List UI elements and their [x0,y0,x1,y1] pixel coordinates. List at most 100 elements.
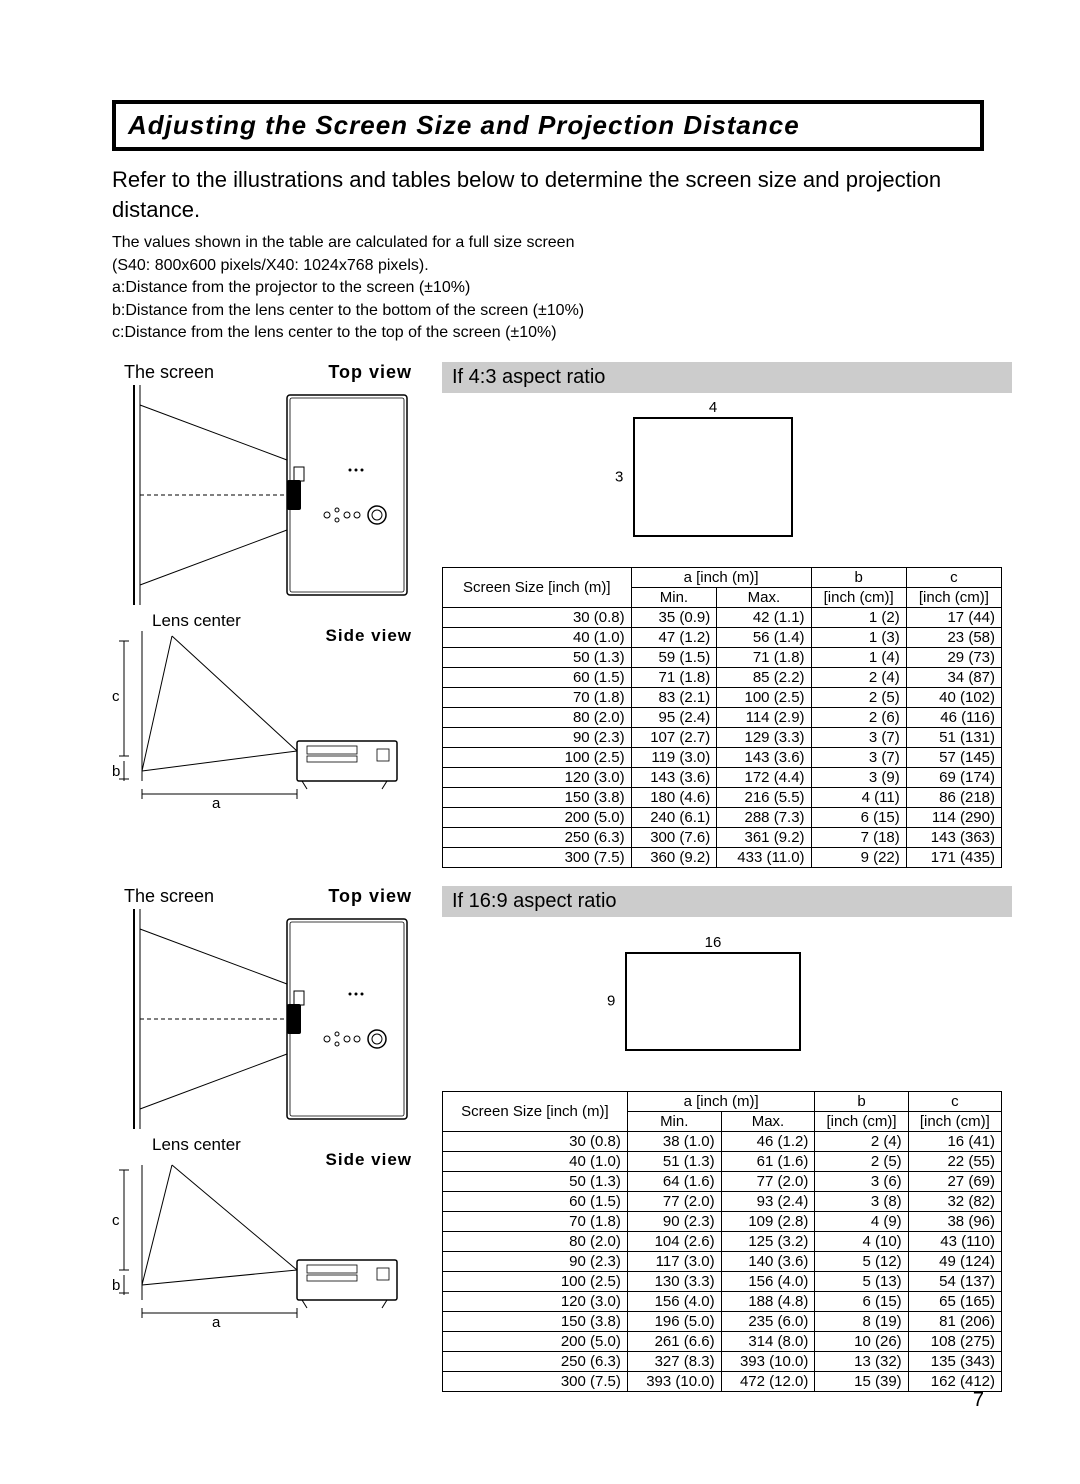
topview-label: Top view [328,362,412,383]
cell: 51 (1.3) [627,1152,721,1172]
cell: 83 (2.1) [631,688,717,708]
cell: 300 (7.5) [443,1372,628,1392]
cell: 100 (2.5) [717,688,811,708]
screen-label: The screen [124,886,214,907]
table-row: 300 (7.5)393 (10.0)472 (12.0)15 (39)162 … [443,1372,1002,1392]
cell: 29 (73) [906,648,1001,668]
table-row: 150 (3.8)196 (5.0)235 (6.0)8 (19)81 (206… [443,1312,1002,1332]
cell: 300 (7.6) [631,828,717,848]
cell: 57 (145) [906,748,1001,768]
cell: 46 (1.2) [721,1132,815,1152]
cell: 42 (1.1) [717,608,811,628]
table-row: 30 (0.8)38 (1.0)46 (1.2)2 (4)16 (41) [443,1132,1002,1152]
cell: 70 (1.8) [443,688,632,708]
cell: 23 (58) [906,628,1001,648]
page-title: Adjusting the Screen Size and Projection… [112,100,984,151]
cell: 472 (12.0) [721,1372,815,1392]
table-row: 80 (2.0)104 (2.6)125 (3.2)4 (10)43 (110) [443,1232,1002,1252]
cell: 2 (4) [811,668,906,688]
table-row: 150 (3.8)180 (4.6)216 (5.5)4 (11)86 (218… [443,788,1002,808]
cell: 1 (4) [811,648,906,668]
diagram-topview-169 [112,909,412,1129]
th-inchcm: [inch (cm)] [811,588,906,608]
table-row: 40 (1.0)51 (1.3)61 (1.6)2 (5)22 (55) [443,1152,1002,1172]
cell: 4 (9) [815,1212,908,1232]
cell: 43 (110) [908,1232,1001,1252]
cell: 50 (1.3) [443,1172,628,1192]
cell: 100 (2.5) [443,748,632,768]
cell: 361 (9.2) [717,828,811,848]
cell: 3 (7) [811,748,906,768]
cell: 1 (3) [811,628,906,648]
cell: 135 (343) [908,1352,1001,1372]
cell: 171 (435) [906,848,1001,868]
table-row: 80 (2.0)95 (2.4)114 (2.9)2 (6)46 (116) [443,708,1002,728]
cell: 70 (1.8) [443,1212,628,1232]
cell: 6 (15) [811,808,906,828]
cell: 143 (3.6) [717,748,811,768]
cell: 7 (18) [811,828,906,848]
cell: 140 (3.6) [721,1252,815,1272]
cell: 143 (363) [906,828,1001,848]
th-a: a [inch (m)] [631,568,811,588]
cell: 4 (11) [811,788,906,808]
cell: 90 (2.3) [443,728,632,748]
cell: 104 (2.6) [627,1232,721,1252]
cell: 71 (1.8) [717,648,811,668]
cell: 216 (5.5) [717,788,811,808]
svg-text:c: c [112,1212,120,1229]
cell: 8 (19) [815,1312,908,1332]
table-43: Screen Size [inch (m)] a [inch (m)] b c … [442,567,1002,868]
cell: 30 (0.8) [443,1132,628,1152]
table-row: 90 (2.3)107 (2.7)129 (3.3)3 (7)51 (131) [443,728,1002,748]
th-min: Min. [631,588,717,608]
cell: 3 (9) [811,768,906,788]
cell: 109 (2.8) [721,1212,815,1232]
table-row: 250 (6.3)327 (8.3)393 (10.0)13 (32)135 (… [443,1352,1002,1372]
cell: 180 (4.6) [631,788,717,808]
cell: 2 (4) [815,1132,908,1152]
cell: 2 (5) [811,688,906,708]
cell: 47 (1.2) [631,628,717,648]
cell: 38 (96) [908,1212,1001,1232]
th-size: Screen Size [inch (m)] [443,568,632,608]
cell: 9 (22) [811,848,906,868]
cell: 38 (1.0) [627,1132,721,1152]
cell: 80 (2.0) [443,708,632,728]
cell: 90 (2.3) [443,1252,628,1272]
cell: 120 (3.0) [443,768,632,788]
cell: 3 (6) [815,1172,908,1192]
svg-text:b: b [112,1277,120,1294]
cell: 13 (32) [815,1352,908,1372]
cell: 35 (0.9) [631,608,717,628]
cell: 69 (174) [906,768,1001,788]
cell: 117 (3.0) [627,1252,721,1272]
cell: 200 (5.0) [443,808,632,828]
ratio43-header: If 4:3 aspect ratio [442,362,1012,393]
cell: 80 (2.0) [443,1232,628,1252]
cell: 54 (137) [908,1272,1001,1292]
cell: 2 (5) [815,1152,908,1172]
cell: 81 (206) [908,1312,1001,1332]
th-size: Screen Size [inch (m)] [443,1092,628,1132]
table-row: 40 (1.0)47 (1.2)56 (1.4)1 (3)23 (58) [443,628,1002,648]
cell: 5 (13) [815,1272,908,1292]
ratio169-header: If 16:9 aspect ratio [442,886,1012,917]
cell: 125 (3.2) [721,1232,815,1252]
cell: 64 (1.6) [627,1172,721,1192]
cell: 30 (0.8) [443,608,632,628]
cell: 360 (9.2) [631,848,717,868]
note-line: a:Distance from the projector to the scr… [112,277,984,299]
cell: 150 (3.8) [443,1312,628,1332]
cell: 16 (41) [908,1132,1001,1152]
th-inchcm: [inch (cm)] [906,588,1001,608]
table-row: 50 (1.3)59 (1.5)71 (1.8)1 (4)29 (73) [443,648,1002,668]
cell: 130 (3.3) [627,1272,721,1292]
note-line: (S40: 800x600 pixels/X40: 1024x768 pixel… [112,255,984,277]
cell: 250 (6.3) [443,1352,628,1372]
table-169: Screen Size [inch (m)] a [inch (m)] b c … [442,1091,1002,1392]
svg-text:b: b [112,763,120,780]
th-b: b [811,568,906,588]
cell: 6 (15) [815,1292,908,1312]
cell: 172 (4.4) [717,768,811,788]
